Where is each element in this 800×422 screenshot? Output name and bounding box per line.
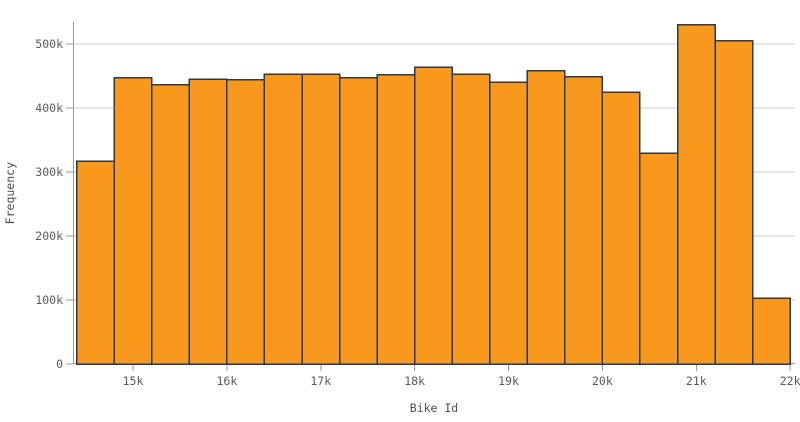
x-axis-tick-label: 16k (217, 374, 238, 388)
y-axis-tick-label: 0 (56, 357, 63, 371)
histogram-bar[interactable] (451, 73, 491, 365)
x-axis-title: Bike Id (409, 401, 459, 415)
y-axis-tick-label: 500k (35, 37, 63, 51)
histogram-bar[interactable] (226, 79, 266, 365)
y-axis-tick-label: 300k (35, 165, 63, 179)
histogram-bar[interactable] (676, 24, 716, 365)
histogram-bar[interactable] (714, 40, 754, 365)
histogram-bar[interactable] (376, 73, 416, 365)
histogram-bar[interactable] (188, 78, 228, 365)
histogram-bar[interactable] (564, 75, 604, 365)
histogram-bar[interactable] (263, 73, 303, 365)
histogram-bar[interactable] (301, 73, 341, 365)
x-axis-tick-label: 22k (780, 374, 800, 388)
y-axis-tick-label: 400k (35, 101, 63, 115)
histogram-bar[interactable] (338, 77, 378, 365)
y-axis-title-text: Frequency (3, 161, 17, 225)
x-axis-tick-label: 20k (592, 374, 613, 388)
x-axis-tick-label: 17k (310, 374, 331, 388)
histogram-bar[interactable] (751, 297, 791, 365)
histogram-bar[interactable] (413, 66, 453, 365)
histogram-bar[interactable] (75, 160, 115, 365)
histogram-bar[interactable] (639, 152, 679, 365)
histogram-bar[interactable] (113, 77, 153, 365)
y-axis-tick-label: 200k (35, 229, 63, 243)
x-axis-tick-label: 21k (686, 374, 707, 388)
x-axis-tick-label: 15k (123, 374, 144, 388)
x-axis-tick-label: 19k (498, 374, 519, 388)
histogram-bar[interactable] (526, 70, 566, 365)
histogram-bar[interactable] (489, 81, 529, 365)
histogram-bar[interactable] (601, 91, 641, 365)
y-axis-title: Frequency (2, 0, 18, 386)
histogram-bar[interactable] (151, 84, 191, 365)
x-axis-tick-label: 18k (404, 374, 425, 388)
y-axis-tick-label: 100k (35, 293, 63, 307)
